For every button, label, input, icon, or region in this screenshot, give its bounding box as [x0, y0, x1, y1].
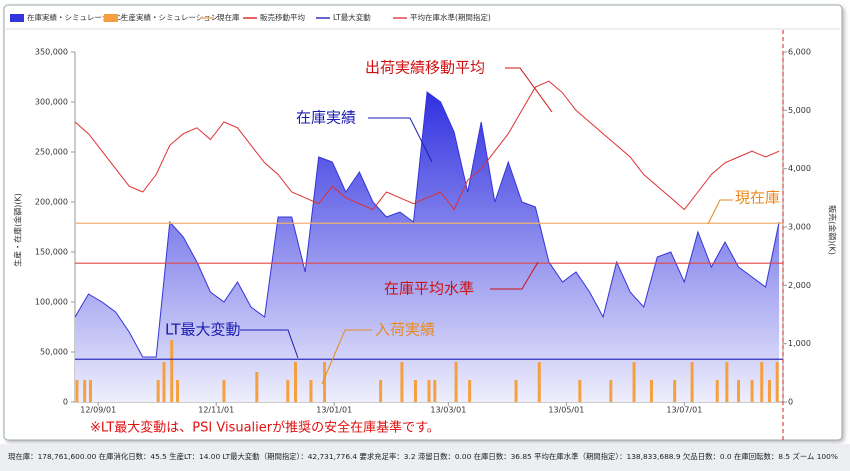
legend-swatch: [104, 14, 118, 22]
y-tick-label: 150,000: [35, 248, 68, 257]
bar: [255, 372, 259, 402]
bar: [413, 380, 417, 402]
bar: [537, 362, 541, 402]
bar: [632, 362, 636, 402]
area-line: [74, 91, 780, 358]
bar: [609, 380, 613, 402]
y-tick-label: 200,000: [35, 198, 68, 207]
legend-label: LT最大変動: [333, 12, 371, 22]
y-tick-label: 100,000: [35, 298, 68, 307]
bar: [176, 380, 180, 402]
y-axis-label: 生産・在庫(金額)(K): [13, 193, 23, 267]
x-tick-label: 12/11/01: [198, 406, 234, 415]
y2-tick-label: 4,000: [788, 164, 811, 173]
callout-line: [490, 261, 539, 290]
bar: [294, 362, 298, 402]
y-tick-label: 350,000: [35, 48, 68, 57]
bar: [427, 380, 431, 402]
bar: [715, 380, 719, 402]
bar: [649, 380, 653, 402]
y2-axis-label: 販売(金額)(K): [828, 205, 838, 255]
bar: [162, 362, 166, 402]
callout: 出荷実績移動平均: [365, 59, 485, 77]
bar: [323, 362, 327, 402]
y-tick-label: 0: [63, 398, 68, 407]
y2-tick-label: 5,000: [788, 106, 811, 115]
x-tick-label: 12/09/01: [80, 406, 116, 415]
bar: [309, 380, 313, 402]
legend-label: 平均在庫水準(期間指定): [410, 12, 491, 22]
legend-swatch: [10, 14, 24, 22]
bar: [514, 380, 518, 402]
y2-tick-label: 1,000: [788, 339, 811, 348]
callout-line: [321, 329, 372, 385]
status-bar: [0, 444, 850, 471]
legend-label: 現在庫: [217, 12, 240, 22]
bar: [170, 340, 174, 402]
y-tick-label: 50,000: [40, 348, 68, 357]
line: [74, 80, 780, 211]
area-fill: [75, 92, 780, 402]
bar: [156, 380, 160, 402]
y2-tick-label: 3,000: [788, 223, 811, 232]
y2-tick-label: 2,000: [788, 281, 811, 290]
bar: [690, 362, 694, 402]
x-tick-label: 13/05/01: [548, 406, 584, 415]
plot: [74, 80, 783, 402]
x-tick-label: 13/07/01: [666, 406, 702, 415]
y-tick-label: 250,000: [35, 148, 68, 157]
callout: 現在庫: [735, 189, 780, 207]
x-tick-label: 13/03/01: [430, 406, 466, 415]
bar: [286, 380, 290, 402]
status-text: 現在庫：178,761,600.00 在庫消化日数：45.5 生産LT：14.0…: [8, 452, 838, 461]
bar: [750, 380, 754, 402]
bar: [725, 362, 729, 402]
bar: [468, 380, 472, 402]
callout-line: [505, 67, 553, 113]
note: ※LT最大変動は、PSI Visualierが推奨の安全在庫基準です。: [90, 420, 440, 436]
bar: [737, 380, 741, 402]
callout: LT最大変動: [165, 321, 240, 339]
bar: [400, 362, 404, 402]
bar: [673, 380, 677, 402]
bar: [222, 380, 226, 402]
bar: [75, 380, 79, 402]
y2-tick-label: 6,000: [788, 48, 811, 57]
bar: [379, 380, 383, 402]
y2-tick-label: 0: [788, 398, 793, 407]
bar: [433, 380, 437, 402]
callout: 入荷実績: [375, 321, 435, 339]
bar: [775, 362, 779, 402]
callout-line: [240, 329, 299, 359]
bar: [83, 380, 87, 402]
legend-label: 販売移動平均: [260, 12, 305, 22]
bar: [760, 362, 764, 402]
x-tick-label: 13/01/01: [316, 406, 352, 415]
callout: 在庫実績: [296, 109, 356, 127]
bar: [454, 362, 458, 402]
callout: 在庫平均水準: [384, 280, 474, 298]
y-tick-label: 300,000: [35, 98, 68, 107]
bar: [578, 380, 582, 402]
callout-line: [707, 199, 733, 225]
legend-label: 在庫実績・シミュレーション: [27, 12, 124, 22]
bar: [767, 380, 771, 402]
callout-line: [368, 117, 433, 163]
bar: [88, 380, 92, 402]
legend-label: 生産実績・シミュレーション: [121, 12, 218, 22]
